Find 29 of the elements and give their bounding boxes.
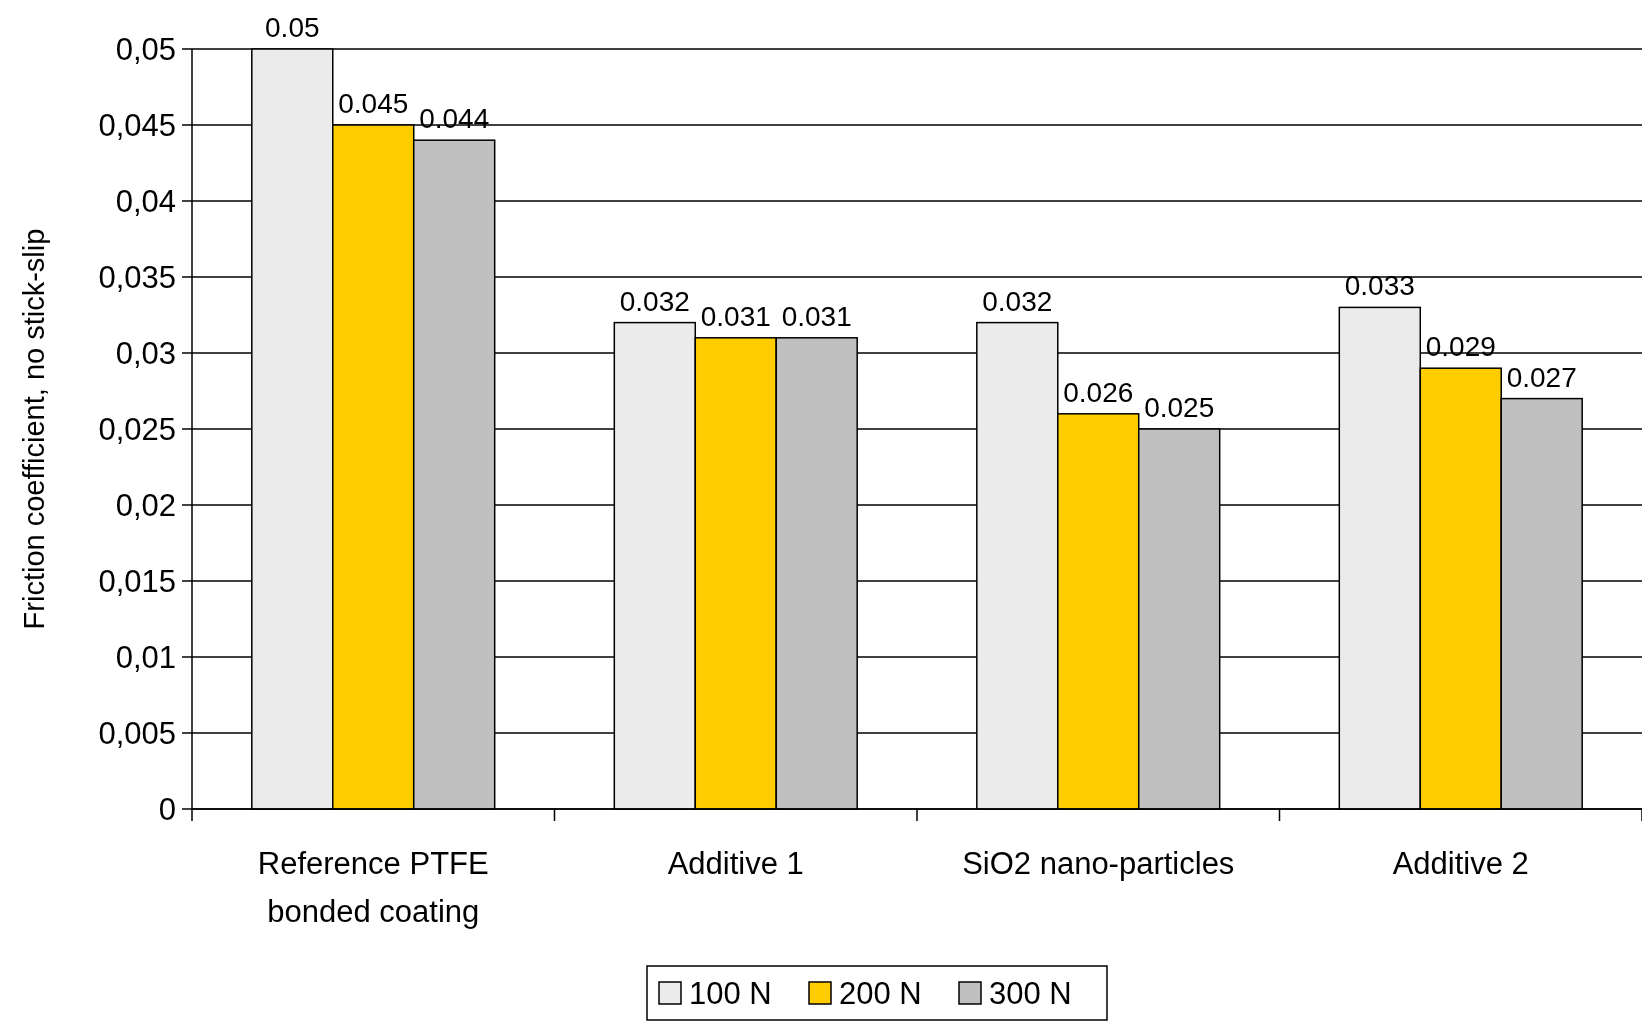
y-tick-label: 0,025 (98, 411, 176, 447)
x-tick-label: Additive 1 (667, 846, 804, 881)
y-tick-label: 0,045 (98, 107, 176, 143)
y-tick-label: 0,03 (115, 335, 176, 371)
legend-label: 300 N (989, 975, 1072, 1011)
data-label: 0.032 (619, 285, 690, 317)
x-tick-label: Additive 2 (1392, 846, 1529, 881)
data-label: 0.045 (338, 88, 409, 119)
data-label: 0.026 (1063, 376, 1134, 408)
y-tick-label: 0,04 (115, 183, 176, 219)
x-tick-label: Reference PTFE bonded coating (257, 846, 489, 930)
y-tick-label: 0,01 (115, 639, 176, 675)
y-tick-label: 0,035 (98, 259, 176, 295)
data-label: 0.031 (700, 300, 771, 332)
data-label: 0.027 (1506, 361, 1577, 393)
legend-label: 100 N (689, 975, 772, 1011)
data-label: 0.033 (1344, 270, 1415, 302)
data-label: 0.025 (1144, 392, 1215, 423)
data-label: 0.031 (781, 300, 852, 332)
x-tick-label: SiO2 nano-particles (962, 846, 1235, 881)
y-tick-label: 0,005 (98, 715, 176, 751)
y-tick-label: 0,02 (115, 487, 176, 523)
data-label: 0.05 (265, 12, 320, 43)
y-axis-title: Friction coefficient, no stick-slip (18, 228, 50, 630)
y-tick-label: 0 (158, 791, 176, 827)
legend-label: 200 N (839, 975, 922, 1011)
y-tick-label: 0,015 (98, 563, 176, 599)
y-tick-label: 0,05 (115, 31, 176, 67)
data-label: 0.032 (982, 285, 1053, 317)
